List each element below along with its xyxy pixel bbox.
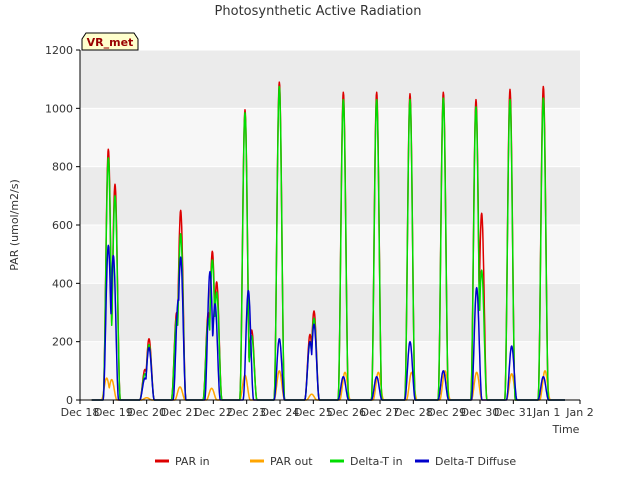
y-axis-label: PAR (umol/m2/s) xyxy=(8,179,21,271)
x-tick-label: Dec 24 xyxy=(261,406,300,419)
x-tick-label: Dec 23 xyxy=(227,406,266,419)
x-tick-label: Dec 27 xyxy=(361,406,400,419)
legend-label: Delta-T Diffuse xyxy=(435,455,516,468)
y-tick-label: 0 xyxy=(66,394,73,407)
y-tick-label: 800 xyxy=(52,161,73,174)
grid-band xyxy=(80,50,580,109)
grid-band xyxy=(80,341,580,400)
legend-item: Delta-T in xyxy=(330,455,403,468)
y-tick-label: 1200 xyxy=(45,44,73,57)
y-tick-label: 1000 xyxy=(45,102,73,115)
x-tick-label: Dec 29 xyxy=(427,406,466,419)
x-tick-label: Dec 30 xyxy=(461,406,500,419)
legend-label: Delta-T in xyxy=(350,455,403,468)
x-tick-label: Dec 18 xyxy=(61,406,100,419)
x-tick-label: Dec 28 xyxy=(394,406,433,419)
x-tick-label: Dec 25 xyxy=(294,406,333,419)
y-tick-label: 600 xyxy=(52,219,73,232)
site-label: VR_met xyxy=(87,36,134,49)
legend-item: PAR out xyxy=(250,455,313,468)
y-tick-label: 200 xyxy=(52,336,73,349)
legend-label: PAR out xyxy=(270,455,313,468)
grid-band xyxy=(80,108,580,167)
y-tick-label: 400 xyxy=(52,277,73,290)
x-axis-label: Time xyxy=(552,423,580,436)
x-tick-label: Dec 20 xyxy=(127,406,166,419)
x-tick-label: Dec 31 xyxy=(494,406,533,419)
plot-background xyxy=(80,49,580,401)
legend: PAR in PAR out Delta-T in Delta-T Diffuse xyxy=(155,455,516,468)
grid-band xyxy=(80,166,580,225)
x-tick-label: Jan 2 xyxy=(565,406,593,419)
legend-label: PAR in xyxy=(175,455,210,468)
legend-item: PAR in xyxy=(155,455,210,468)
chart-title: Photosynthetic Active Radiation xyxy=(215,4,422,19)
site-label-badge: VR_met xyxy=(81,32,139,51)
x-tick-label: Dec 19 xyxy=(94,406,133,419)
x-tick-label: Jan 1 xyxy=(532,406,560,419)
legend-item: Delta-T Diffuse xyxy=(415,455,516,468)
x-tick-label: Dec 21 xyxy=(161,406,200,419)
grid-band xyxy=(80,283,580,342)
x-tick-label: Dec 26 xyxy=(327,406,366,419)
x-tick-label: Dec 22 xyxy=(194,406,233,419)
grid-band xyxy=(80,225,580,284)
